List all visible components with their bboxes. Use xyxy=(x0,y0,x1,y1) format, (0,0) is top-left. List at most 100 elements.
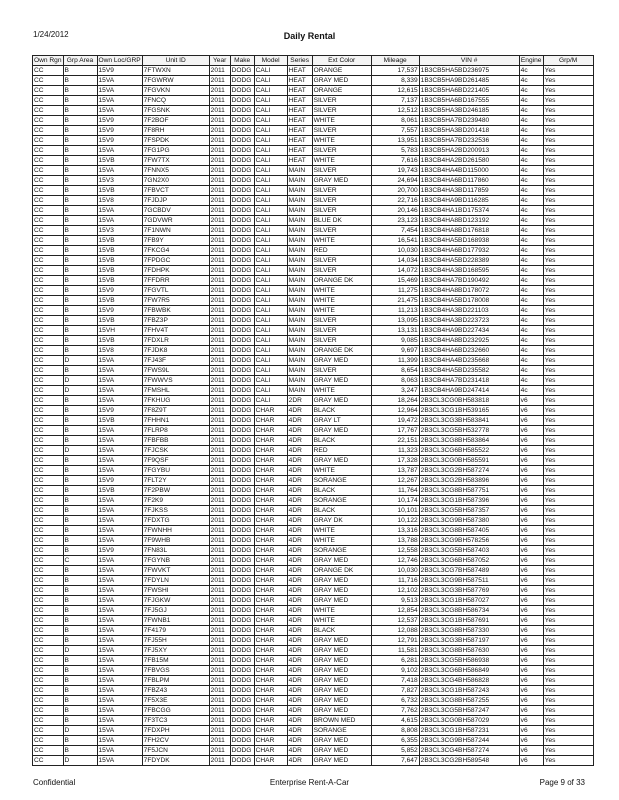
cell: WHITE xyxy=(311,535,372,546)
cell: WHITE xyxy=(311,155,372,166)
cell: GRAY MED xyxy=(311,745,372,756)
cell: 7FBZ43 xyxy=(141,685,210,696)
cell: 15VA xyxy=(96,205,143,216)
cell: 2011 xyxy=(208,325,231,336)
cell: 7FKHUG xyxy=(141,395,210,406)
table-row: CC B 15VH 7FHV4T 2011 DODG CALI MAIN SILVER 13,13… xyxy=(32,325,594,336)
cell: 2011 xyxy=(208,665,231,676)
cell: DODG xyxy=(229,645,255,656)
table-row: CC B 15VA 7FWS9L 2011 DODG CALI MAIN SILVER 8,654… xyxy=(32,365,594,376)
cell: 8,061 xyxy=(370,115,420,126)
cell: B xyxy=(62,515,98,526)
cell: B xyxy=(62,495,98,506)
cell: 7FJDK8 xyxy=(141,345,210,356)
cell: 7FWS9L xyxy=(141,365,210,376)
cell: 15VB xyxy=(96,315,143,326)
cell: 4c xyxy=(518,205,544,216)
table-row: CC B 15VB 7F2PBW 2011 DODG CHAR 4DR BLACK 11,764 2… xyxy=(32,485,594,496)
cell: Yes xyxy=(542,215,594,226)
cell: CC xyxy=(32,455,64,466)
cell: 2DR xyxy=(286,395,313,406)
cell: 15VA xyxy=(96,575,143,586)
cell: 7FHHN1 xyxy=(141,415,210,426)
table-row: CC B 15V3 7GN2X0 2011 DODG CALI MAIN GRAY MED 24,… xyxy=(32,175,594,186)
cell: BROWN MED xyxy=(311,715,372,726)
cell: CC xyxy=(32,635,64,646)
cell: CHAR xyxy=(253,405,288,416)
cell: DODG xyxy=(229,165,255,176)
cell: 15VA xyxy=(96,515,143,526)
cell: DODG xyxy=(229,465,255,476)
cell: Yes xyxy=(542,325,594,336)
cell: CC xyxy=(32,225,64,236)
cell: 7FB9Y xyxy=(141,235,210,246)
cell: GRAY MED xyxy=(311,755,372,766)
cell: DODG xyxy=(229,485,255,496)
cell: v6 xyxy=(518,685,544,696)
cell: CC xyxy=(32,325,64,336)
cell: CC xyxy=(32,435,64,446)
table-row: CC B 15VA 7FLRP8 2011 DODG CHAR 4DR GRAY MED 17,7… xyxy=(32,425,594,436)
footer-right: Page 9 of 33 xyxy=(539,778,585,787)
cell: 2011 xyxy=(208,175,231,186)
cell: MAIN xyxy=(286,185,313,196)
cell: 23,123 xyxy=(370,215,420,226)
cell: MAIN xyxy=(286,225,313,236)
cell: CC xyxy=(32,625,64,636)
cell: 4DR xyxy=(286,425,313,436)
cell: 7FN83L xyxy=(141,545,210,556)
cell: CHAR xyxy=(253,545,288,556)
cell: DODG xyxy=(229,105,255,116)
cell: Yes xyxy=(542,585,594,596)
cell: CC xyxy=(32,385,64,396)
cell: 7FJGKW xyxy=(141,595,210,606)
cell: 15V8 xyxy=(96,195,143,206)
cell: 15VA xyxy=(96,385,143,396)
cell: CC xyxy=(32,285,64,296)
table-row: CC B 15V9 7FTWXN 2011 DODG CALI HEAT ORANGE 17,53… xyxy=(32,65,594,76)
cell: CC xyxy=(32,465,64,476)
cell: DODG xyxy=(229,205,255,216)
cell: D xyxy=(62,755,98,766)
cell: B xyxy=(62,205,98,216)
table-row: CC B 15VA 7GDVWR 2011 DODG CALI MAIN BLUE DK 23,1… xyxy=(32,215,594,226)
cell: 13,316 xyxy=(370,525,420,536)
cell: CC xyxy=(32,375,64,386)
cell: B xyxy=(62,625,98,636)
cell: 4c xyxy=(518,355,544,366)
cell: CC xyxy=(32,95,64,106)
cell: B xyxy=(62,235,98,246)
cell: CC xyxy=(32,275,64,286)
cell: v6 xyxy=(518,715,544,726)
cell: CALI xyxy=(253,105,288,116)
cell: DODG xyxy=(229,615,255,626)
cell: 15VB xyxy=(96,255,143,266)
cell: CC xyxy=(32,125,64,136)
cell: 15VB xyxy=(96,275,143,286)
cell: 15VB xyxy=(96,265,143,276)
cell: 2011 xyxy=(208,385,231,396)
cell: Yes xyxy=(542,745,594,756)
cell: CALI xyxy=(253,155,288,166)
cell: 4DR xyxy=(286,585,313,596)
cell: 2011 xyxy=(208,715,231,726)
cell: B xyxy=(62,705,98,716)
cell: 7,616 xyxy=(370,155,420,166)
cell: CALI xyxy=(253,285,288,296)
cell: 7,827 xyxy=(370,685,420,696)
cell: 7,137 xyxy=(370,95,420,106)
cell: WHITE xyxy=(311,605,372,616)
cell: 1B3CB5HA6BD221405 xyxy=(418,85,520,96)
cell: 7F5X3E xyxy=(141,695,210,706)
table-row: CC D 15VA 7FDXPH 2011 DODG CHAR 4DR SORANGE 8,808… xyxy=(32,725,594,736)
cell: 2B3CL3CG0BH587029 xyxy=(418,715,520,726)
cell: 2B3CL3CG9BH578256 xyxy=(418,535,520,546)
cell: DODG xyxy=(229,755,255,766)
cell: 2011 xyxy=(208,595,231,606)
column-header: Grp Area xyxy=(62,55,98,66)
cell: 11,399 xyxy=(370,355,420,366)
cell: GRAY MED xyxy=(311,705,372,716)
cell: DODG xyxy=(229,625,255,636)
cell: 2B3CL3CG0BH583818 xyxy=(418,395,520,406)
cell: Yes xyxy=(542,365,594,376)
